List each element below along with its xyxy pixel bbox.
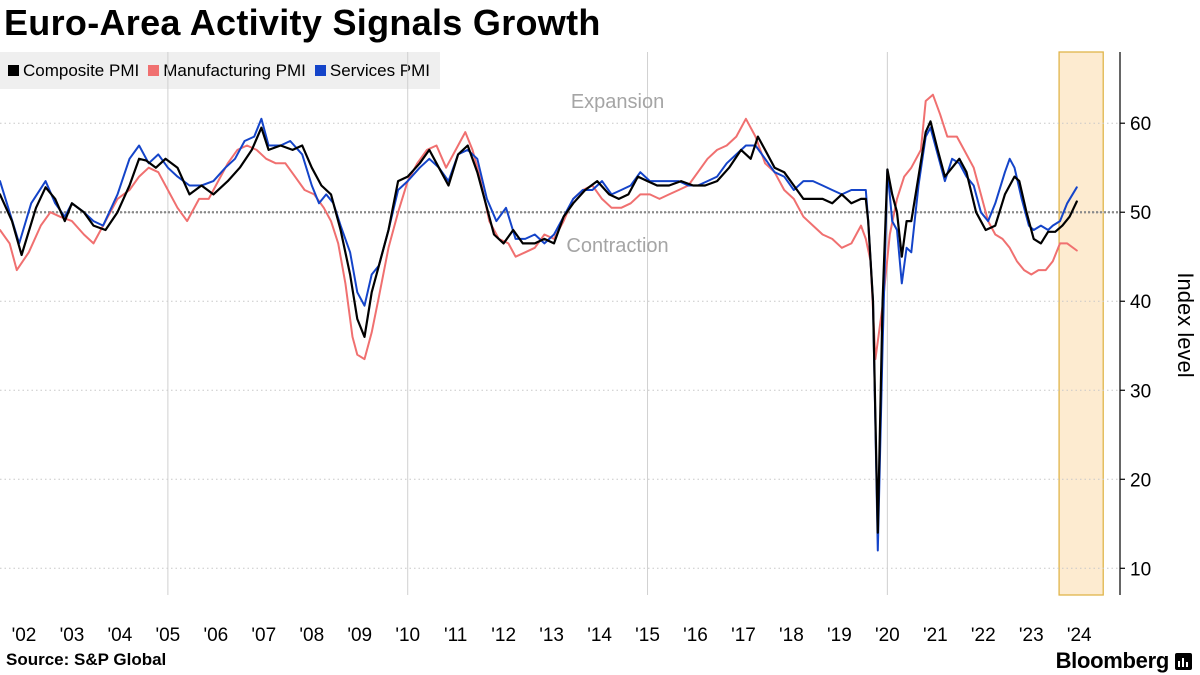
x-tick-label: '02 [12,625,37,646]
x-tick-label: '14 [587,625,612,646]
x-tick-label: '23 [1019,625,1044,646]
legend: Composite PMI Manufacturing PMI Services… [0,52,441,89]
legend-label-services: Services PMI [329,60,431,80]
annotation-contraction: Contraction [566,235,668,257]
x-tick-label: '05 [155,625,180,646]
x-tick-label: '20 [875,625,900,646]
legend-swatch-services [314,65,326,76]
brand-wordmark: Bloomberg [1055,648,1170,673]
series-line-manufacturing [0,93,1078,361]
series-line-services [0,117,1078,552]
chart-title: Euro-Area Activity Signals Growth [4,2,601,43]
legend-item-composite: Composite PMI [8,61,139,81]
y-tick-label: 30 [1130,381,1151,402]
x-tick-label: '03 [60,625,85,646]
y-tick-label: 40 [1130,292,1151,313]
legend-swatch-composite [8,65,19,76]
x-tick-label: '10 [395,625,420,646]
annotation-expansion: Expansion [571,91,664,113]
x-tick-label: '07 [251,625,276,646]
source-note: Source: S&P Global [6,650,167,669]
x-tick-label: '13 [539,625,564,646]
x-tick-label: '06 [203,625,228,646]
y-tick-label: 10 [1130,559,1151,580]
x-tick-label: '04 [108,625,133,646]
x-tick-label: '11 [444,625,467,646]
x-tick-label: '09 [347,625,372,646]
x-tick-label: '16 [683,625,708,646]
legend-label-manufacturing: Manufacturing PMI [163,60,306,80]
x-tick-label: '19 [827,625,852,646]
y-tick-label: 60 [1130,114,1151,135]
highlight-band [1058,51,1104,596]
y-tick-label: 50 [1130,203,1151,224]
x-tick-label: '12 [491,625,516,646]
x-tick-label: '18 [779,625,804,646]
legend-item-services: Services PMI [314,60,431,81]
x-tick-label: '22 [971,625,996,646]
bloomberg-icon [1175,652,1192,670]
legend-swatch-manufacturing [148,65,160,76]
x-tick-label: '15 [635,625,660,646]
brand-logo: Bloomberg [1056,648,1192,674]
y-axis-title: Index level [1173,272,1198,377]
x-tick-label: '24 [1067,625,1092,646]
series-line-composite [0,120,1078,534]
legend-label-composite: Composite PMI [23,60,140,80]
x-tick-label: '17 [731,625,756,646]
legend-item-manufacturing: Manufacturing PMI [148,61,306,81]
x-tick-label: '21 [923,625,948,646]
x-tick-label: '08 [299,625,324,646]
y-tick-label: 20 [1130,470,1151,491]
